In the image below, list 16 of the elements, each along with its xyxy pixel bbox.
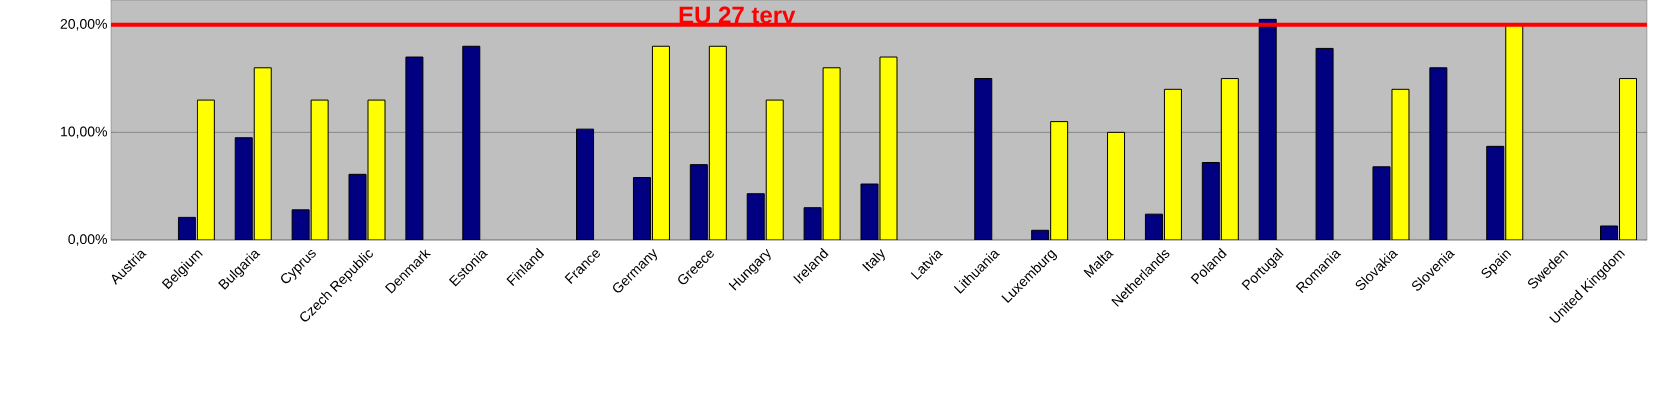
bar [1107, 131, 1126, 240]
x-tick-label: Italy [862, 249, 885, 272]
ref-line-label: EU 27 terv [679, 6, 796, 24]
bar [1486, 145, 1505, 240]
bar [632, 177, 651, 240]
bar [746, 193, 765, 240]
bar [462, 45, 481, 240]
bar [974, 78, 993, 240]
bar [1258, 18, 1277, 240]
bar [234, 137, 253, 240]
y-tick-label: 10,00% [61, 126, 107, 139]
bar [576, 128, 595, 240]
y-tick-label: 20,00% [60, 18, 107, 31]
bar [689, 164, 708, 240]
y-tick-label: 0,00% [68, 234, 107, 246]
bar [1201, 162, 1220, 240]
